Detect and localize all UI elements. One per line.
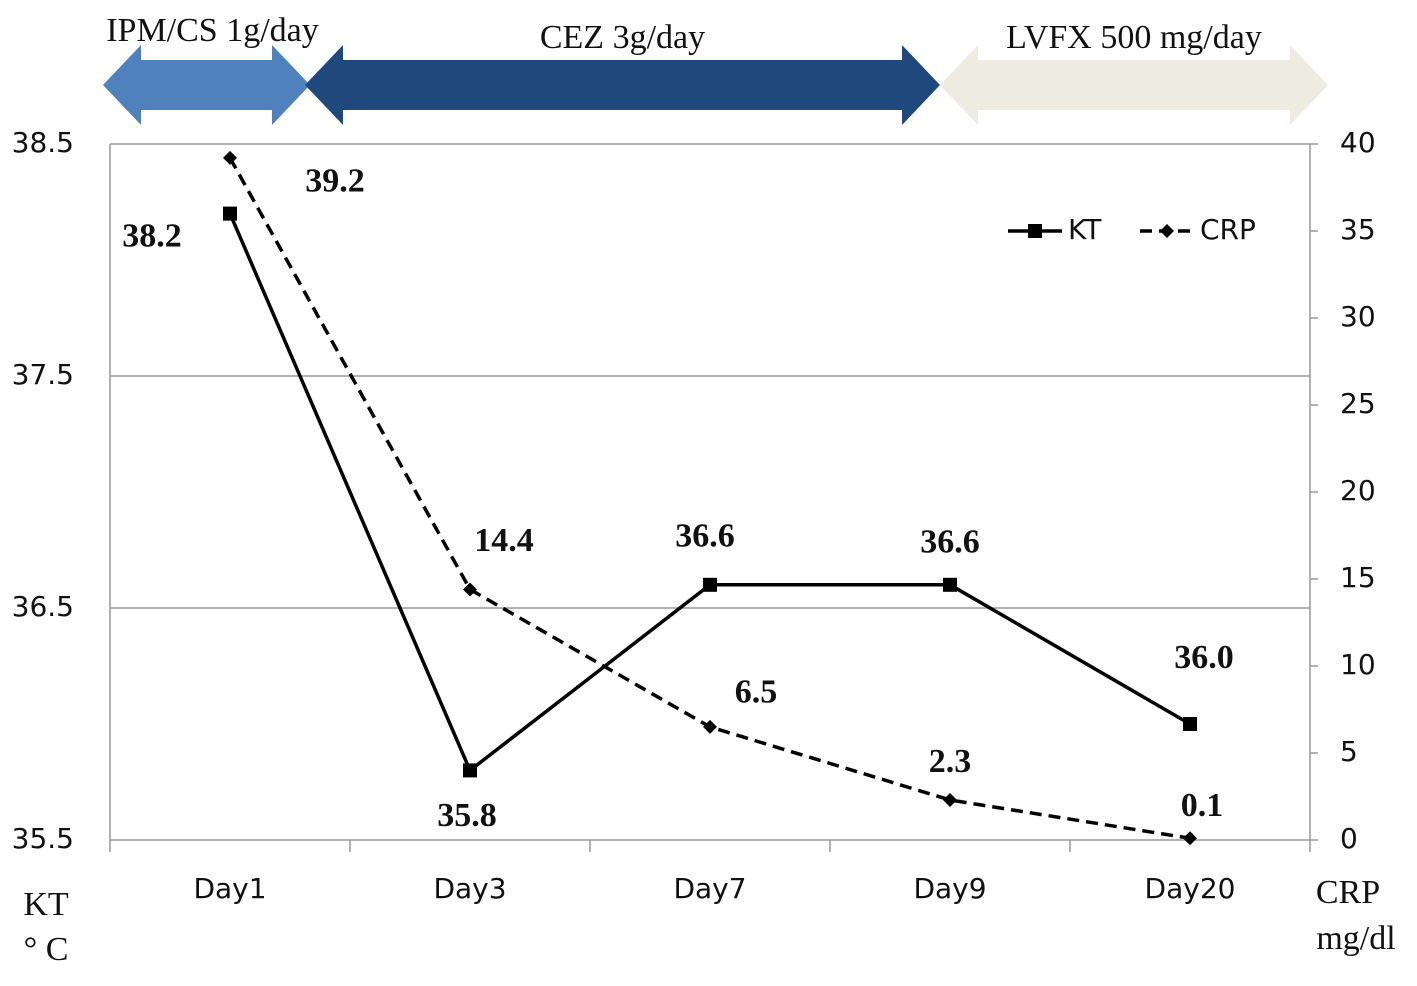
y2-tick-label: 5 (1340, 735, 1358, 768)
y2-axis-label: CRP (1316, 874, 1380, 911)
y-tick-label: 36.5 (12, 590, 74, 623)
treatment-arrow (103, 45, 310, 125)
point-marker (703, 719, 717, 734)
x-tick-label: Day9 (913, 872, 986, 905)
y2-axis-unit: mg/dl (1316, 920, 1395, 957)
treatment-label: CEZ 3g/day (540, 19, 705, 56)
data-label: 14.4 (474, 522, 534, 559)
data-label: 38.2 (122, 217, 182, 254)
x-tick-label: Day1 (193, 872, 266, 905)
y2-tick-label: 40 (1340, 126, 1376, 159)
y-tick-label: 38.5 (12, 126, 74, 159)
point-marker (223, 150, 237, 165)
data-label: 6.5 (735, 674, 778, 711)
treatment-arrow (940, 45, 1328, 125)
data-label: 36.6 (675, 518, 735, 555)
y2-tick-label: 0 (1340, 822, 1358, 855)
point-marker (1183, 717, 1197, 731)
y-axis-unit: ° C (24, 931, 69, 968)
y2-tick-label: 30 (1340, 300, 1376, 333)
y2-tick-label: 10 (1340, 648, 1376, 681)
data-label: 35.8 (437, 797, 497, 834)
treatment-label: LVFX 500 mg/day (1006, 19, 1262, 56)
y2-tick-label: 15 (1340, 561, 1376, 594)
point-marker (1183, 831, 1197, 846)
data-label: 36.6 (920, 524, 980, 561)
data-label: 39.2 (305, 163, 365, 200)
point-marker (223, 206, 237, 221)
y-tick-label: 37.5 (12, 358, 74, 391)
treatment-label: IPM/CS 1g/day (106, 12, 319, 49)
data-label: 36.0 (1174, 639, 1234, 676)
point-marker (463, 582, 477, 597)
point-marker (703, 577, 717, 592)
series-line (228, 157, 1191, 840)
y-tick-label: 35.5 (12, 822, 74, 855)
legend-label: KT (1068, 213, 1102, 246)
y2-tick-label: 35 (1340, 213, 1376, 246)
y-axis-label: KT (23, 886, 69, 923)
treatment-arrow (305, 45, 940, 125)
y2-tick-label: 25 (1340, 387, 1376, 420)
x-tick-label: Day7 (673, 872, 746, 905)
x-tick-label: Day3 (433, 872, 506, 905)
legend-marker (1028, 224, 1042, 238)
legend-label: CRP (1200, 213, 1256, 246)
x-tick-label: Day20 (1145, 872, 1236, 905)
legend-marker (1160, 224, 1174, 238)
data-label: 0.1 (1181, 787, 1224, 824)
series-line (228, 212, 1191, 774)
y2-tick-label: 20 (1340, 474, 1376, 507)
data-label: 2.3 (929, 743, 972, 780)
point-marker (463, 763, 477, 778)
point-marker (943, 792, 957, 807)
point-marker (943, 577, 957, 592)
